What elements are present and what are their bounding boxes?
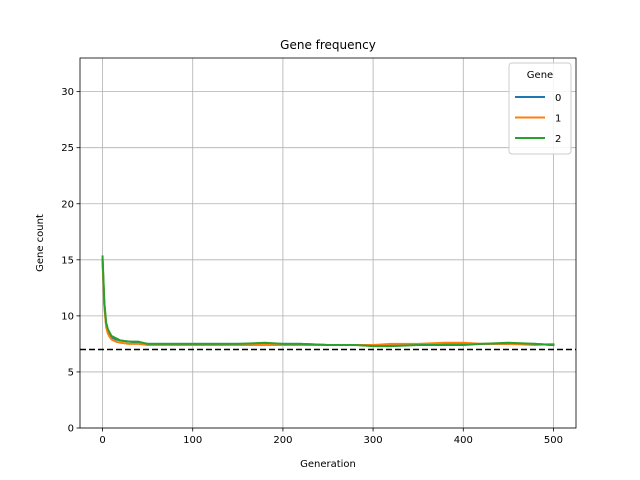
y-tick-label: 5: [68, 367, 74, 378]
y-tick-label: 20: [61, 199, 74, 210]
y-axis-label: Gene count: [35, 214, 46, 272]
x-tick-label: 500: [544, 435, 563, 446]
legend-title: Gene: [527, 70, 553, 81]
x-axis: 0 100 200 300 400 500: [99, 428, 563, 446]
legend: Gene 0 1 2: [508, 62, 572, 155]
x-tick-label: 0: [99, 435, 105, 446]
legend-label-2: 2: [555, 134, 561, 145]
series-line-2: [101, 255, 555, 348]
x-tick-label: 100: [183, 435, 202, 446]
y-tick-label: 10: [61, 311, 74, 322]
legend-label-0: 0: [555, 93, 561, 104]
series-group: [101, 255, 555, 348]
x-tick-label: 300: [364, 435, 383, 446]
x-axis-label: Generation: [300, 459, 356, 470]
y-axis: 0 5 10 15 20 25 30: [61, 87, 80, 435]
y-tick-label: 25: [61, 143, 74, 154]
legend-box: [508, 62, 572, 155]
grid: [80, 58, 576, 429]
y-tick-label: 0: [68, 424, 74, 435]
y-tick-label: 15: [61, 255, 74, 266]
x-tick-label: 200: [273, 435, 292, 446]
chart-title: Gene frequency: [280, 38, 376, 52]
legend-items: 0 1 2: [515, 93, 561, 145]
series-line-1: [101, 261, 555, 347]
plot-frame: [79, 57, 577, 429]
legend-label-1: 1: [555, 114, 561, 125]
x-tick-label: 400: [454, 435, 473, 446]
y-tick-label: 30: [61, 87, 74, 98]
